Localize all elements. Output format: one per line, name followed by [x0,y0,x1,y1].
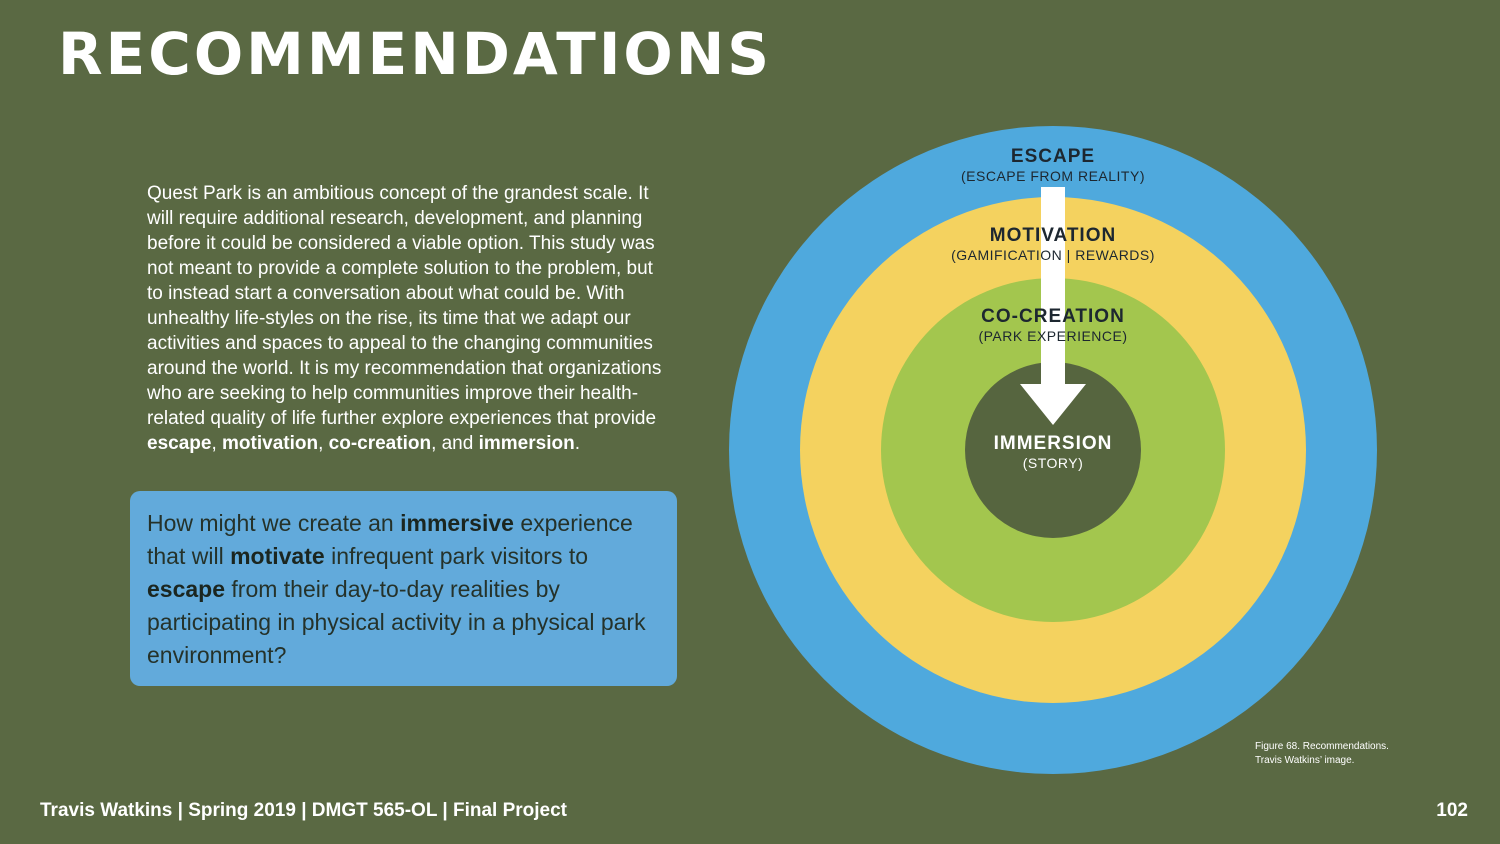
ring-subtitle: (STORY) [1022,455,1084,471]
question-keyword-escape: escape [147,576,226,602]
separator: , [318,433,329,454]
caption-line: Travis Watkins’ image. [1255,755,1355,766]
keyword-immersion: immersion [478,433,575,454]
ring-subtitle: (ESCAPE FROM REALITY) [961,168,1145,184]
keyword-escape: escape [147,433,212,454]
question-part: experience that will [147,510,633,569]
ring-name: CO-CREATION [981,306,1125,327]
body-text: Quest Park is an ambitious concept of th… [147,183,662,429]
body-paragraph: Quest Park is an ambitious concept of th… [147,181,667,456]
question-keyword-immersive: immersive [400,510,514,536]
keyword-co-creation: co-creation [328,433,432,454]
concentric-circles [729,126,1377,774]
figure-caption: Figure 68. Recommendations. Travis Watki… [1255,740,1389,768]
label-motivation: MOTIVATION (GAMIFICATION | REWARDS) [728,225,1378,264]
ring-name: MOTIVATION [989,225,1117,246]
question-part: infrequent park visitors to [324,543,589,569]
ring-name: IMMERSION [993,433,1113,454]
caption-line: Figure 68. Recommendations. [1255,741,1389,752]
question-keyword-motivate: motivate [230,543,325,569]
page-number: 102 [1436,800,1468,821]
recommendations-diagram: ESCAPE (ESCAPE FROM REALITY) MOTIVATION … [728,125,1378,775]
footer-credits: Travis Watkins | Spring 2019 | DMGT 565-… [40,800,567,821]
ring-immersion [965,362,1141,538]
question-part: How might we create an [147,510,401,536]
label-escape: ESCAPE (ESCAPE FROM REALITY) [728,146,1378,185]
down-arrow-icon [1020,187,1086,425]
ring-name: ESCAPE [1010,146,1096,167]
label-immersion: IMMERSION (STORY) [728,433,1378,472]
label-co-creation: CO-CREATION (PARK EXPERIENCE) [728,306,1378,345]
separator: . [574,433,580,454]
separator: , [211,433,223,454]
ring-subtitle: (PARK EXPERIENCE) [978,328,1128,344]
question-text: How might we create an immersive experie… [147,507,660,672]
keyword-motivation: motivation [222,433,319,454]
separator: , and [431,433,479,454]
ring-subtitle: (GAMIFICATION | REWARDS) [951,247,1155,263]
question-part: from their day-to-day realities by parti… [147,576,646,668]
question-callout: How might we create an immersive experie… [130,491,677,686]
page-title: RECOMMENDATIONS [58,20,773,88]
